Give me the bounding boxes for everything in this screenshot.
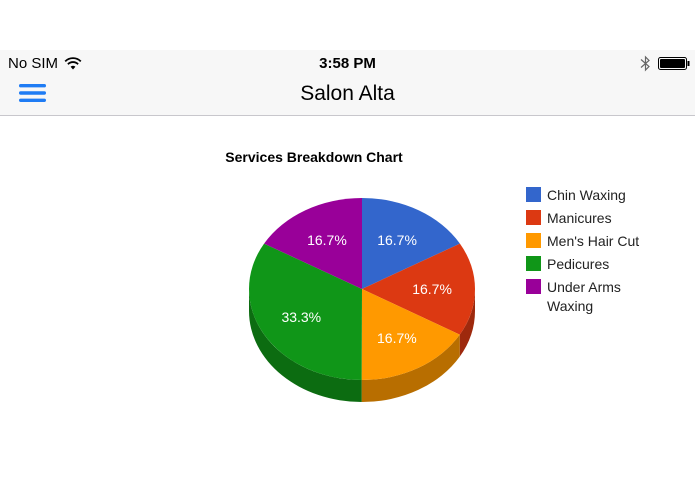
legend-label: Chin Waxing	[547, 187, 626, 203]
page-title: Salon Alta	[300, 82, 395, 105]
chart-title: Services Breakdown Chart	[225, 149, 403, 165]
pie-side-3	[249, 289, 362, 402]
hamburger-menu-icon[interactable]	[18, 81, 48, 105]
legend-swatch	[526, 210, 541, 225]
top-blank-area	[0, 0, 695, 50]
slice-label: 16.7%	[377, 232, 417, 248]
status-bar: No SIM 3:58 PM	[0, 50, 695, 77]
legend-swatch	[526, 279, 541, 294]
chart-legend: Chin Waxing Manicures Men's Hair Cut Pedicu…	[526, 187, 639, 314]
slice-label: 16.7%	[377, 330, 417, 346]
status-time: 3:58 PM	[319, 55, 376, 72]
pie-side-2	[361, 334, 460, 402]
legend-swatch	[526, 256, 541, 271]
pie-3d-sides	[249, 289, 475, 402]
pie-slice-labels: 16.7% 16.7% 16.7% 33.3% 16.7%	[281, 232, 451, 346]
slice-label: 16.7%	[412, 281, 452, 297]
wifi-icon	[64, 57, 82, 70]
pie-slice[interactable]	[362, 198, 460, 289]
services-pie-chart: Services Breakdown Chart 16.7%16.7%16.7%…	[225, 149, 639, 402]
bluetooth-icon	[640, 55, 650, 72]
battery-icon	[658, 57, 690, 70]
carrier-label: No SIM	[8, 55, 59, 72]
legend-label: Under Arms	[547, 279, 621, 295]
legend-label: Pedicures	[547, 256, 609, 272]
pie-slices	[249, 198, 475, 380]
legend-label: Men's Hair Cut	[547, 233, 639, 249]
pie-slice[interactable]	[249, 243, 362, 380]
pie-slice[interactable]	[264, 198, 362, 289]
slice-label: 16.7%	[307, 232, 347, 248]
legend-label: Manicures	[547, 210, 612, 226]
pie-slice[interactable]	[361, 289, 460, 380]
legend-swatch	[526, 187, 541, 202]
pie-slice[interactable]	[362, 243, 475, 335]
slice-label: 33.3%	[281, 309, 321, 325]
legend-label: Waxing	[547, 298, 593, 314]
pie-side-1	[459, 289, 475, 357]
legend-swatch	[526, 233, 541, 248]
navigation-bar: Salon Alta	[0, 77, 695, 116]
